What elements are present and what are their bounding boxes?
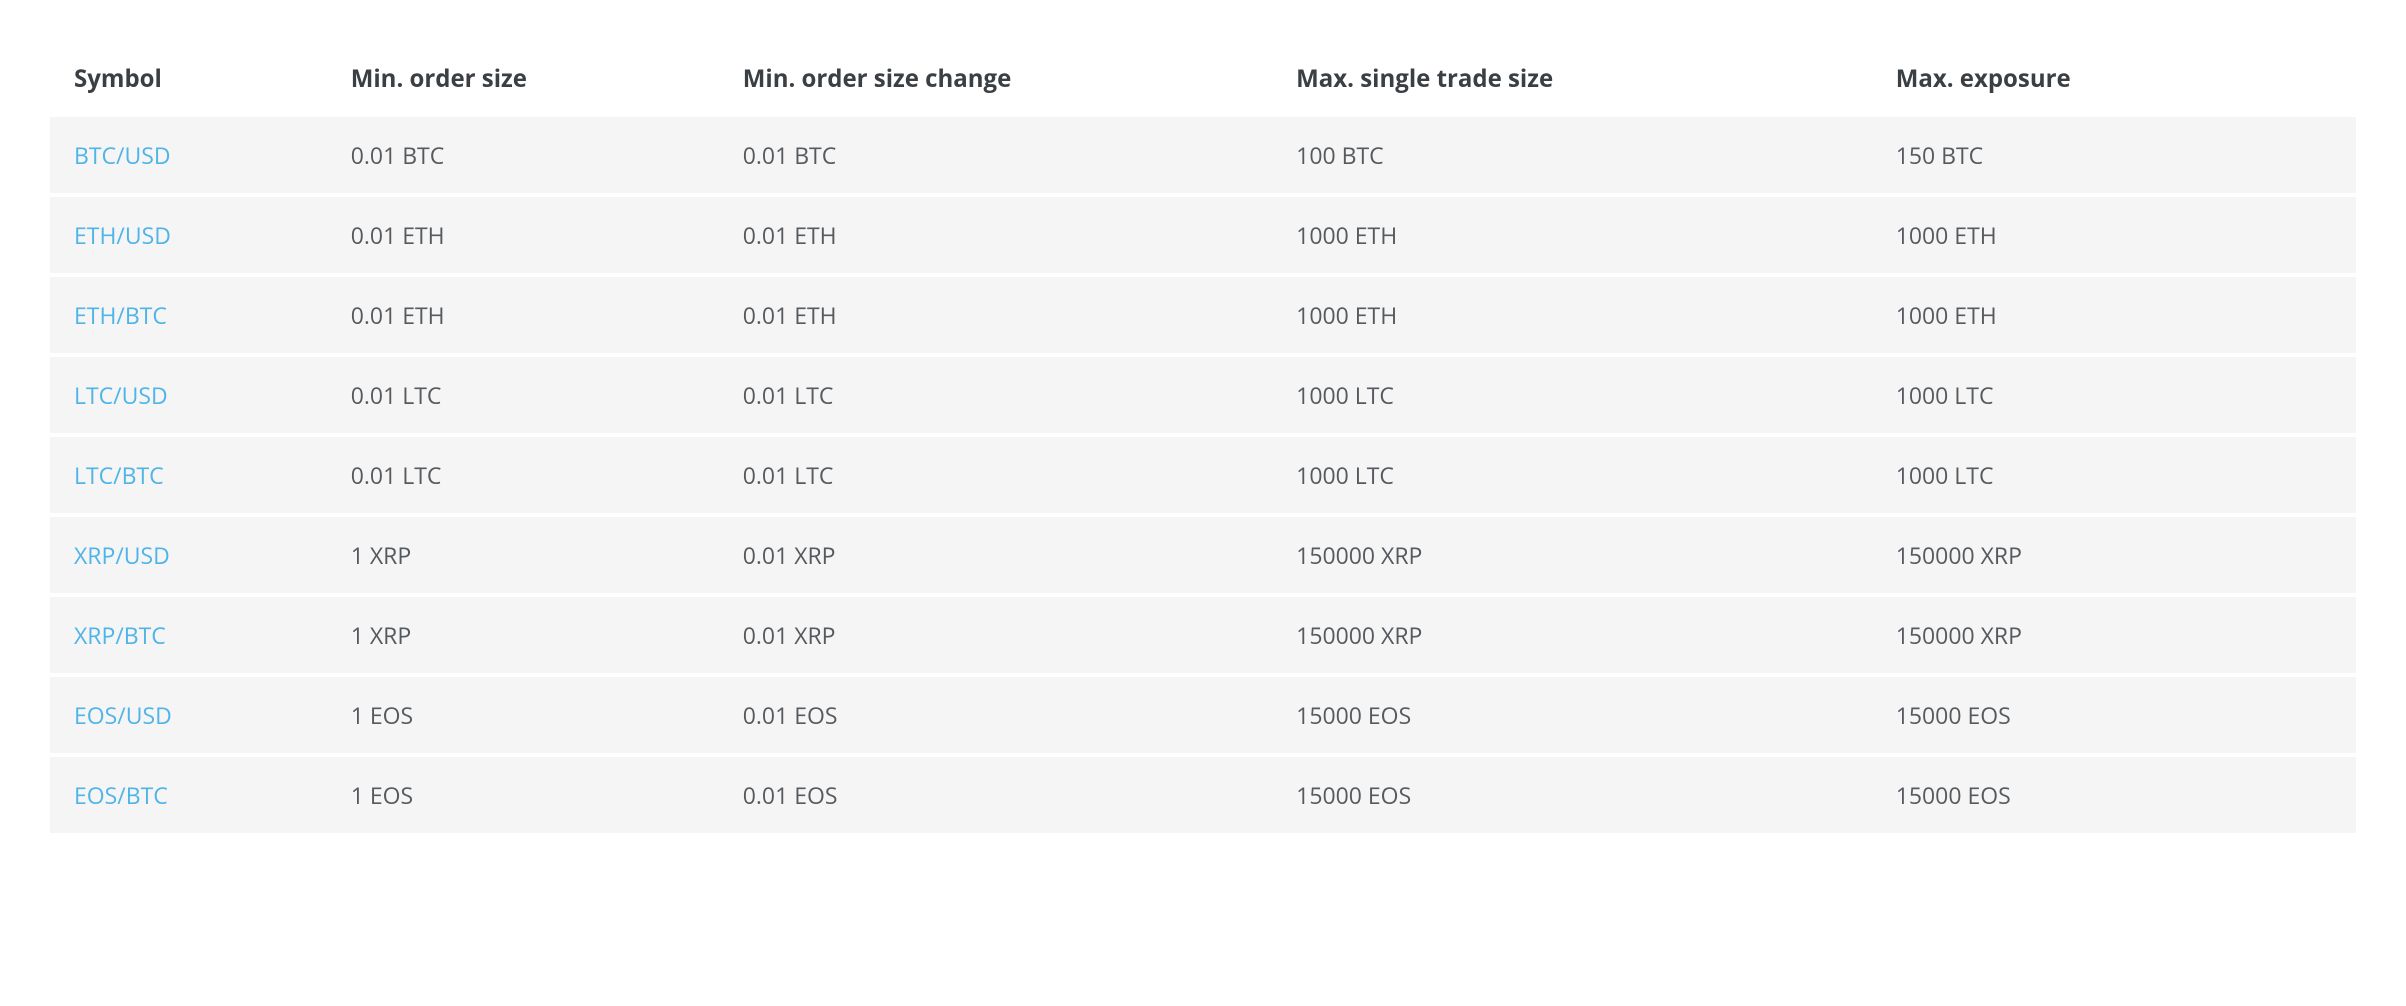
cell-max-single-trade: 150000 XRP — [1272, 597, 1872, 673]
cell-min-order-size: 0.01 LTC — [327, 357, 719, 433]
column-header-min-order-change: Min. order size change — [719, 44, 1272, 113]
symbol-link[interactable]: ETH/BTC — [74, 299, 167, 331]
cell-min-order-change: 0.01 LTC — [719, 437, 1272, 513]
symbol-link[interactable]: BTC/USD — [74, 139, 171, 171]
cell-symbol: BTC/USD — [50, 117, 327, 193]
cell-symbol: EOS/USD — [50, 677, 327, 753]
cell-min-order-change: 0.01 LTC — [719, 357, 1272, 433]
table-row: XRP/BTC 1 XRP 0.01 XRP 150000 XRP 150000… — [50, 597, 2356, 673]
cell-symbol: EOS/BTC — [50, 757, 327, 833]
cell-max-exposure: 1000 ETH — [1872, 197, 2356, 273]
cell-symbol: ETH/BTC — [50, 277, 327, 353]
cell-min-order-size: 0.01 LTC — [327, 437, 719, 513]
column-header-symbol: Symbol — [50, 44, 327, 113]
column-header-min-order-size: Min. order size — [327, 44, 719, 113]
cell-min-order-size: 1 XRP — [327, 517, 719, 593]
cell-min-order-size: 1 XRP — [327, 597, 719, 673]
cell-max-single-trade: 15000 EOS — [1272, 757, 1872, 833]
cell-min-order-change: 0.01 XRP — [719, 517, 1272, 593]
cell-max-single-trade: 150000 XRP — [1272, 517, 1872, 593]
symbol-link[interactable]: EOS/BTC — [74, 779, 168, 811]
cell-max-exposure: 1000 LTC — [1872, 357, 2356, 433]
cell-max-single-trade: 15000 EOS — [1272, 677, 1872, 753]
cell-max-exposure: 150000 XRP — [1872, 597, 2356, 673]
cell-max-single-trade: 1000 ETH — [1272, 197, 1872, 273]
cell-min-order-size: 0.01 BTC — [327, 117, 719, 193]
trading-limits-table: Symbol Min. order size Min. order size c… — [50, 40, 2356, 837]
cell-min-order-change: 0.01 EOS — [719, 677, 1272, 753]
cell-min-order-size: 0.01 ETH — [327, 277, 719, 353]
symbol-link[interactable]: LTC/BTC — [74, 459, 164, 491]
cell-min-order-change: 0.01 EOS — [719, 757, 1272, 833]
table-row: ETH/USD 0.01 ETH 0.01 ETH 1000 ETH 1000 … — [50, 197, 2356, 273]
symbol-link[interactable]: EOS/USD — [74, 699, 172, 731]
symbol-link[interactable]: LTC/USD — [74, 379, 168, 411]
cell-symbol: LTC/BTC — [50, 437, 327, 513]
table-row: EOS/BTC 1 EOS 0.01 EOS 15000 EOS 15000 E… — [50, 757, 2356, 833]
table-row: EOS/USD 1 EOS 0.01 EOS 15000 EOS 15000 E… — [50, 677, 2356, 753]
column-header-max-single-trade: Max. single trade size — [1272, 44, 1872, 113]
cell-min-order-size: 1 EOS — [327, 757, 719, 833]
cell-symbol: XRP/BTC — [50, 597, 327, 673]
cell-min-order-change: 0.01 XRP — [719, 597, 1272, 673]
cell-min-order-size: 1 EOS — [327, 677, 719, 753]
cell-max-single-trade: 1000 LTC — [1272, 357, 1872, 433]
cell-max-exposure: 15000 EOS — [1872, 677, 2356, 753]
table-row: LTC/USD 0.01 LTC 0.01 LTC 1000 LTC 1000 … — [50, 357, 2356, 433]
cell-min-order-change: 0.01 ETH — [719, 197, 1272, 273]
cell-min-order-change: 0.01 ETH — [719, 277, 1272, 353]
table-row: LTC/BTC 0.01 LTC 0.01 LTC 1000 LTC 1000 … — [50, 437, 2356, 513]
cell-symbol: XRP/USD — [50, 517, 327, 593]
cell-max-single-trade: 1000 ETH — [1272, 277, 1872, 353]
symbol-link[interactable]: XRP/USD — [74, 539, 170, 571]
cell-max-exposure: 1000 ETH — [1872, 277, 2356, 353]
cell-symbol: ETH/USD — [50, 197, 327, 273]
cell-max-exposure: 150 BTC — [1872, 117, 2356, 193]
column-header-max-exposure: Max. exposure — [1872, 44, 2356, 113]
cell-max-single-trade: 1000 LTC — [1272, 437, 1872, 513]
table-row: BTC/USD 0.01 BTC 0.01 BTC 100 BTC 150 BT… — [50, 117, 2356, 193]
cell-max-exposure: 150000 XRP — [1872, 517, 2356, 593]
table-row: XRP/USD 1 XRP 0.01 XRP 150000 XRP 150000… — [50, 517, 2356, 593]
cell-max-exposure: 1000 LTC — [1872, 437, 2356, 513]
table-row: ETH/BTC 0.01 ETH 0.01 ETH 1000 ETH 1000 … — [50, 277, 2356, 353]
table-body: BTC/USD 0.01 BTC 0.01 BTC 100 BTC 150 BT… — [50, 117, 2356, 833]
cell-max-exposure: 15000 EOS — [1872, 757, 2356, 833]
symbol-link[interactable]: XRP/BTC — [74, 619, 166, 651]
cell-min-order-size: 0.01 ETH — [327, 197, 719, 273]
symbol-link[interactable]: ETH/USD — [74, 219, 171, 251]
cell-max-single-trade: 100 BTC — [1272, 117, 1872, 193]
cell-symbol: LTC/USD — [50, 357, 327, 433]
cell-min-order-change: 0.01 BTC — [719, 117, 1272, 193]
table-header-row: Symbol Min. order size Min. order size c… — [50, 44, 2356, 113]
